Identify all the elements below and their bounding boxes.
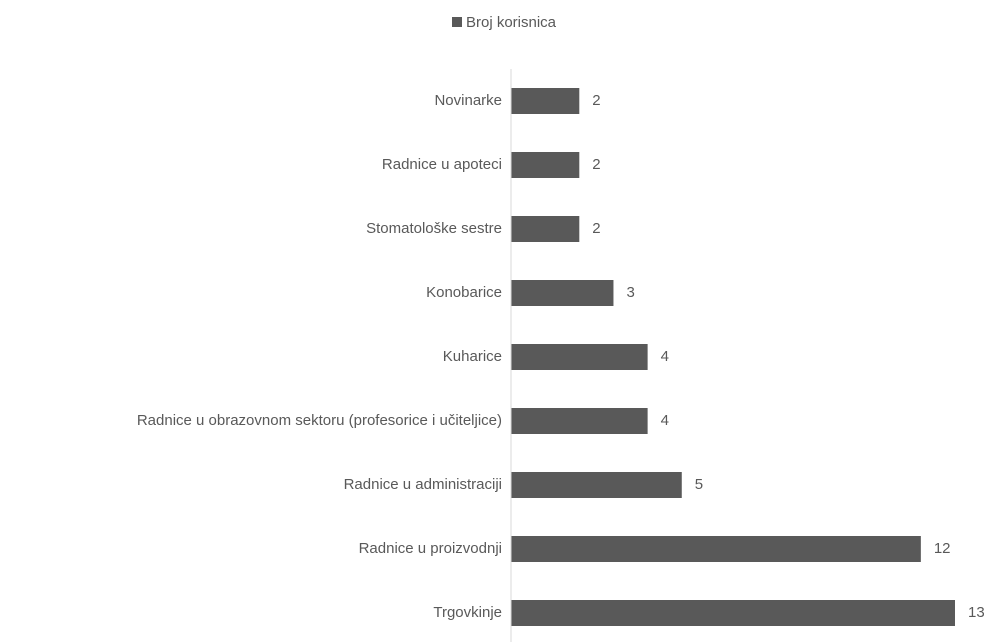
bar <box>511 472 682 498</box>
y-tick-label: Stomatološke sestre <box>366 220 502 237</box>
bar <box>511 88 580 114</box>
data-label: 5 <box>695 476 703 493</box>
bar <box>511 344 648 370</box>
legend: Broj korisnica <box>452 14 557 31</box>
data-label: 3 <box>626 284 634 301</box>
legend-swatch <box>452 17 462 27</box>
bar <box>511 536 921 562</box>
data-label: 4 <box>661 412 669 429</box>
legend-label: Broj korisnica <box>466 14 557 31</box>
data-label: 2 <box>592 156 600 173</box>
y-tick-label: Konobarice <box>426 284 502 301</box>
bar <box>511 408 648 434</box>
y-tick-label: Radnice u apoteci <box>382 156 502 173</box>
y-tick-label: Trgovkinje <box>433 604 502 621</box>
data-label: 13 <box>968 604 985 621</box>
bar <box>511 600 955 626</box>
data-label: 2 <box>592 92 600 109</box>
y-tick-label: Novinarke <box>434 92 502 109</box>
data-label: 12 <box>934 540 951 557</box>
y-tick-label: Kuharice <box>443 348 502 365</box>
bar <box>511 280 614 306</box>
data-label: 2 <box>592 220 600 237</box>
data-label: 4 <box>661 348 669 365</box>
y-tick-label: Radnice u proizvodnji <box>359 540 502 557</box>
bar <box>511 216 580 242</box>
bar <box>511 152 580 178</box>
y-tick-label: Radnice u obrazovnom sektoru (profesoric… <box>137 412 502 429</box>
y-tick-label: Radnice u administraciji <box>344 476 502 493</box>
